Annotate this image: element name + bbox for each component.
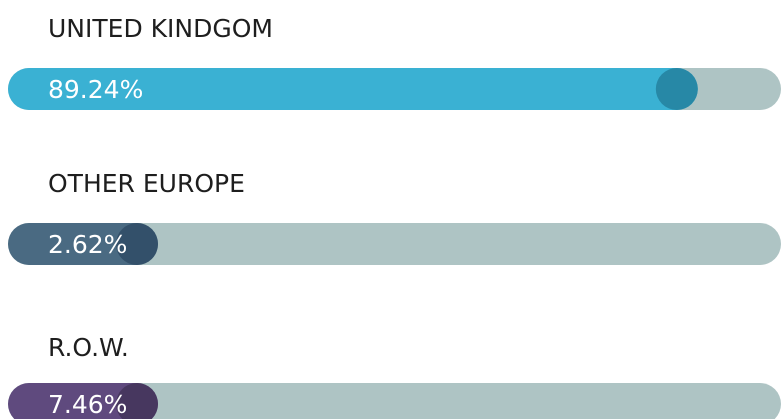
category-label: R.O.W. bbox=[48, 333, 129, 362]
value-label: 7.46% bbox=[48, 390, 127, 419]
value-label: 2.62% bbox=[48, 230, 127, 259]
category-label: OTHER EUROPE bbox=[48, 169, 245, 198]
value-label: 89.24% bbox=[48, 75, 143, 104]
bar bbox=[8, 68, 698, 110]
bar-end bbox=[655, 68, 698, 110]
bar-end bbox=[116, 223, 158, 265]
bar-track bbox=[8, 383, 781, 419]
bar-track bbox=[8, 223, 781, 265]
category-label: UNITED KINDGOM bbox=[48, 14, 273, 43]
bar-end bbox=[116, 383, 158, 419]
